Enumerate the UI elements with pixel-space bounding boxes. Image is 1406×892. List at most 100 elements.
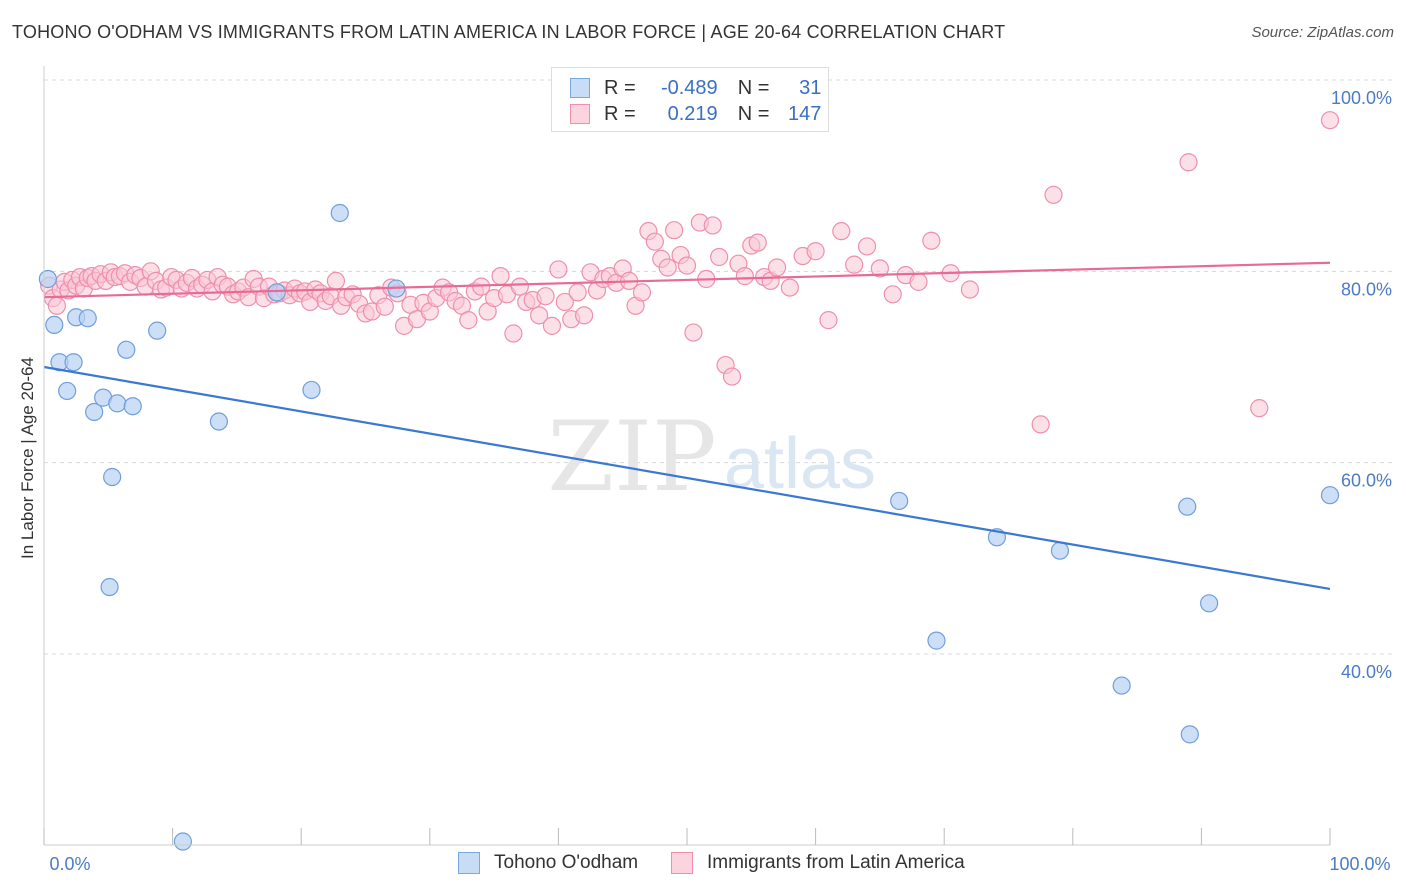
- data-point-tohono: [1050, 541, 1070, 560]
- legend-n-label: N =: [737, 76, 770, 99]
- data-point-immigrants: [710, 247, 729, 267]
- stats-legend: R = -0.489 N = 31 R = 0.219 N = 147: [551, 67, 829, 132]
- data-point-tohono: [890, 491, 909, 511]
- legend-label-immigrants: Immigrants from Latin America: [707, 852, 965, 873]
- legend-label-tohono: Tohono O'odham: [494, 852, 639, 873]
- data-point-immigrants: [735, 267, 754, 286]
- data-point-immigrants: [491, 267, 510, 286]
- legend-n-label: N =: [737, 102, 770, 125]
- legend-swatch-blue: [570, 78, 590, 98]
- data-point-immigrants: [632, 283, 652, 302]
- watermark: ZIP atlas: [547, 401, 876, 513]
- trend-line-immigrants: [43, 261, 1331, 299]
- data-point-tohono: [927, 631, 946, 650]
- y-tick-label: 80.0%: [1341, 279, 1392, 299]
- data-point-immigrants: [1250, 399, 1269, 418]
- data-point-immigrants: [748, 233, 767, 252]
- data-point-immigrants: [922, 231, 941, 250]
- chart-title: TOHONO O'ODHAM VS IMMIGRANTS FROM LATIN …: [12, 22, 1006, 42]
- data-point-immigrants: [780, 278, 799, 297]
- data-point-immigrants: [857, 237, 877, 256]
- data-point-immigrants: [870, 259, 890, 278]
- data-point-immigrants: [568, 283, 587, 302]
- data-point-immigrants: [722, 367, 742, 386]
- y-tick-label: 40.0%: [1341, 662, 1392, 682]
- data-point-immigrants: [326, 271, 346, 290]
- data-point-immigrants: [883, 285, 902, 304]
- data-point-immigrants: [832, 222, 851, 241]
- data-point-immigrants: [555, 292, 574, 312]
- y-tick-label: 60.0%: [1341, 471, 1392, 491]
- legend-row-tohono: R = -0.489 N = 31: [570, 76, 821, 100]
- watermark-atlas: atlas: [724, 424, 876, 504]
- data-point-immigrants: [665, 221, 684, 240]
- tick-labels: 100.0% 80.0% 60.0% 40.0% 0.0% 100.0%: [49, 88, 1392, 874]
- data-point-immigrants: [510, 277, 529, 296]
- data-point-immigrants: [684, 323, 703, 342]
- trend-line-tohono: [43, 365, 1331, 591]
- x-tick-label: 0.0%: [49, 854, 90, 874]
- data-point-tohono: [173, 832, 192, 851]
- legend-swatch-blue: [458, 852, 480, 874]
- data-point-immigrants: [1031, 415, 1050, 434]
- x-tick-label: 100.0%: [1329, 854, 1390, 874]
- data-point-tohono: [1200, 594, 1219, 613]
- data-point-tohono: [1320, 486, 1340, 505]
- trend-lines: [43, 261, 1331, 591]
- legend-row-immigrants: R = 0.219 N = 147: [570, 102, 821, 126]
- data-point-immigrants: [1320, 111, 1340, 130]
- data-point-tohono: [58, 381, 77, 401]
- legend-r-label: R =: [604, 102, 636, 125]
- data-point-tohono: [85, 402, 104, 422]
- legend-item-immigrants: Immigrants from Latin America: [671, 852, 965, 874]
- data-point-tohono: [117, 340, 136, 359]
- data-point-immigrants: [530, 306, 549, 325]
- data-point-tohono: [1178, 497, 1197, 516]
- data-point-immigrants: [375, 297, 394, 316]
- data-point-tohono: [209, 412, 228, 431]
- data-point-immigrants: [703, 216, 722, 235]
- axes: [43, 66, 1331, 846]
- data-point-tohono: [103, 467, 122, 487]
- legend-r-value: -0.489: [660, 76, 718, 99]
- data-point-tohono: [78, 309, 97, 328]
- legend-item-tohono: Tohono O'odham: [458, 852, 638, 874]
- data-point-immigrants: [1044, 185, 1063, 204]
- data-point-immigrants: [845, 255, 864, 274]
- data-point-tohono: [1112, 676, 1131, 695]
- legend-n-value: 31: [799, 76, 822, 99]
- legend-n-value: 147: [788, 102, 822, 125]
- watermark-zip: ZIP: [547, 401, 716, 513]
- data-point-immigrants: [806, 242, 825, 261]
- data-point-tohono: [267, 283, 286, 302]
- y-tick-label: 100.0%: [1331, 88, 1392, 108]
- data-point-immigrants: [819, 311, 838, 330]
- data-point-immigrants: [909, 272, 928, 291]
- legend-swatch-pink: [671, 852, 693, 874]
- source-label: Source: ZipAtlas.com: [1251, 24, 1394, 41]
- series-immigrants-points: [40, 111, 1340, 434]
- data-point-tohono: [1180, 725, 1199, 744]
- data-point-immigrants: [767, 258, 787, 277]
- data-point-tohono: [302, 380, 321, 400]
- data-point-tohono: [330, 203, 349, 223]
- data-point-tohono: [108, 394, 127, 413]
- data-point-tohono: [123, 397, 142, 416]
- data-point-tohono: [148, 321, 167, 340]
- data-point-immigrants: [459, 311, 478, 330]
- legend-swatch-pink: [570, 104, 590, 124]
- data-point-immigrants: [1179, 153, 1198, 172]
- legend-r-label: R =: [604, 76, 636, 99]
- data-point-immigrants: [47, 296, 66, 315]
- data-point-immigrants: [677, 256, 697, 275]
- data-point-immigrants: [549, 260, 568, 279]
- data-point-immigrants: [960, 280, 980, 299]
- legend-r-value: 0.219: [667, 102, 718, 125]
- data-point-tohono: [45, 315, 64, 335]
- data-point-immigrants: [575, 306, 594, 325]
- data-point-immigrants: [542, 316, 562, 335]
- data-point-immigrants: [504, 324, 523, 343]
- data-point-tohono: [64, 353, 83, 372]
- data-point-immigrants: [536, 287, 555, 306]
